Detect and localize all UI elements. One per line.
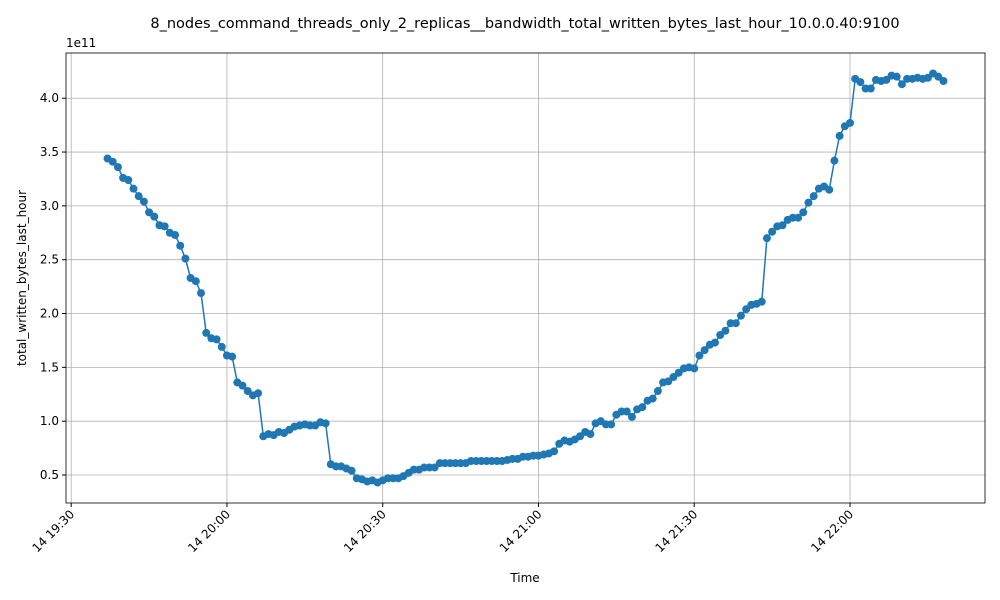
data-point — [866, 84, 875, 93]
data-point — [217, 342, 226, 351]
data-point — [648, 394, 657, 403]
y-offset-label: 1e11 — [66, 36, 96, 50]
data-point — [736, 311, 745, 320]
data-point — [129, 184, 138, 193]
data-point — [846, 118, 855, 127]
data-point — [139, 197, 148, 206]
x-tick-label: 14 19:30 — [29, 507, 77, 555]
data-point — [799, 208, 808, 217]
data-point — [321, 419, 330, 428]
data-point — [809, 192, 818, 201]
x-tick-label: 14 20:30 — [341, 507, 389, 555]
data-point — [794, 213, 803, 222]
data-point — [150, 212, 159, 221]
data-point — [695, 351, 704, 360]
data-point — [113, 163, 122, 172]
y-tick-label: 0.5 — [40, 468, 59, 482]
data-point — [711, 338, 720, 347]
y-tick-label: 3.0 — [40, 199, 59, 213]
data-point — [181, 254, 190, 263]
data-point — [238, 381, 247, 390]
data-point — [825, 185, 834, 194]
data-point — [134, 192, 143, 201]
data-point — [171, 230, 180, 239]
data-point — [196, 289, 205, 298]
x-tick-label: 14 22:00 — [808, 507, 856, 555]
y-tick-label: 2.0 — [40, 307, 59, 321]
y-tick-label: 3.5 — [40, 145, 59, 159]
data-point — [897, 80, 906, 89]
y-tick-label: 1.5 — [40, 360, 59, 374]
data-point — [124, 176, 133, 185]
data-point — [586, 430, 595, 439]
y-axis-label: total_written_bytes_last_hour — [15, 190, 29, 366]
data-point — [768, 227, 777, 236]
data-point — [778, 221, 787, 230]
chart-title: 8_nodes_command_threads_only_2_replicas_… — [150, 16, 899, 32]
data-point — [653, 387, 662, 396]
x-tick-label: 14 21:30 — [653, 507, 701, 555]
data-point — [622, 407, 631, 416]
data-point — [550, 447, 559, 456]
data-point — [762, 234, 771, 243]
y-tick-label: 2.5 — [40, 253, 59, 267]
data-point — [228, 352, 237, 361]
y-tick-label: 4.0 — [40, 91, 59, 105]
data-point — [212, 335, 221, 344]
x-tick-label: 14 21:00 — [497, 507, 545, 555]
data-point — [700, 346, 709, 355]
data-point — [835, 131, 844, 140]
data-point — [176, 241, 185, 250]
data-point — [830, 156, 839, 165]
x-tick-label: 14 20:00 — [185, 507, 233, 555]
plot-frame — [65, 52, 986, 504]
data-point — [160, 222, 169, 231]
data-point — [627, 412, 636, 421]
y-tick-label: 1.0 — [40, 414, 59, 428]
x-axis-label: Time — [509, 571, 539, 585]
data-point — [757, 297, 766, 306]
data-point — [108, 157, 117, 166]
data-point — [347, 466, 356, 475]
data-point — [638, 403, 647, 412]
data-point — [731, 319, 740, 328]
data-point — [690, 364, 699, 373]
data-point — [856, 78, 865, 87]
data-point — [202, 328, 211, 337]
data-point — [254, 389, 263, 398]
data-point — [191, 277, 200, 286]
data-point — [804, 198, 813, 207]
data-point — [939, 76, 948, 85]
data-point — [721, 326, 730, 335]
data-point — [607, 420, 616, 429]
data-point — [892, 72, 901, 81]
